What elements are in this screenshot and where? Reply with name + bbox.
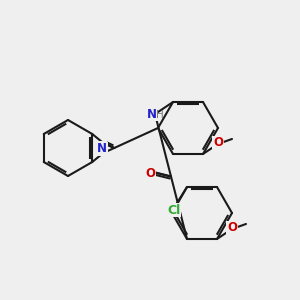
Text: O: O <box>96 142 106 154</box>
Text: N: N <box>147 107 157 121</box>
Text: O: O <box>145 167 155 180</box>
Text: H: H <box>156 110 164 120</box>
Text: O: O <box>227 221 237 235</box>
Text: Cl: Cl <box>167 203 181 217</box>
Text: N: N <box>97 142 107 155</box>
Text: O: O <box>213 136 223 149</box>
